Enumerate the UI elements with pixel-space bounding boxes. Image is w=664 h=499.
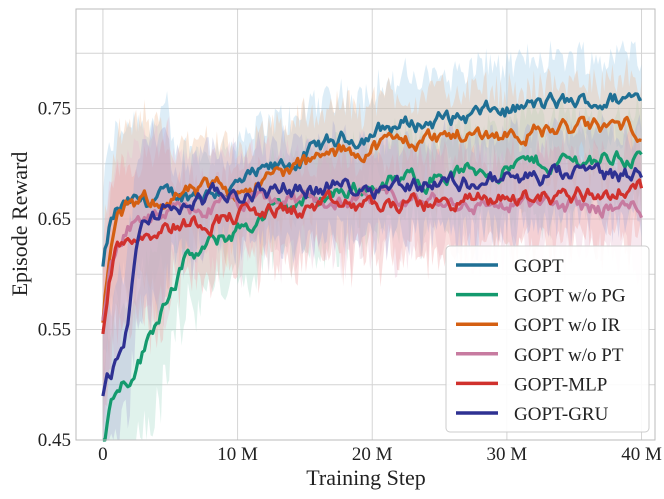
x-axis-label: Training Step bbox=[306, 465, 426, 490]
x-axis-ticks: 0 10 M 20 M 30 M 40 M bbox=[98, 444, 662, 465]
x-tick-label: 10 M bbox=[217, 444, 258, 465]
legend-box bbox=[445, 245, 650, 433]
x-tick-label: 40 M bbox=[621, 444, 662, 465]
legend-label: GOPT w/o PG bbox=[514, 286, 626, 307]
series-line bbox=[101, 162, 643, 397]
legend: GOPT GOPT w/o PG GOPT w/o IR GOPT w/o PT GOP… bbox=[445, 245, 650, 433]
y-tick-label: 0.55 bbox=[38, 319, 71, 340]
series-band bbox=[102, 40, 642, 354]
y-tick-label: 0.75 bbox=[38, 98, 71, 119]
series-lines bbox=[101, 91, 644, 442]
y-tick-label: 0.65 bbox=[38, 209, 71, 230]
x-tick-label: 20 M bbox=[352, 444, 393, 465]
series-line bbox=[101, 178, 644, 335]
legend-label: GOPT-MLP bbox=[514, 374, 607, 395]
x-tick-label: 0 bbox=[98, 444, 108, 465]
series-line bbox=[101, 115, 642, 323]
legend-label: GOPT-GRU bbox=[514, 404, 609, 425]
legend-label: GOPT bbox=[514, 256, 564, 277]
series-band bbox=[102, 57, 642, 389]
x-tick-label: 30 M bbox=[487, 444, 528, 465]
plot-frame bbox=[75, 8, 656, 441]
y-axis-label: Episode Reward bbox=[7, 152, 32, 297]
y-tick-label: 0.45 bbox=[38, 430, 71, 451]
legend-label: GOPT w/o PT bbox=[514, 345, 624, 366]
y-axis-ticks: 0.45 0.55 0.65 0.75 bbox=[38, 98, 71, 451]
series-line bbox=[101, 91, 643, 267]
legend-label: GOPT w/o IR bbox=[514, 315, 621, 336]
